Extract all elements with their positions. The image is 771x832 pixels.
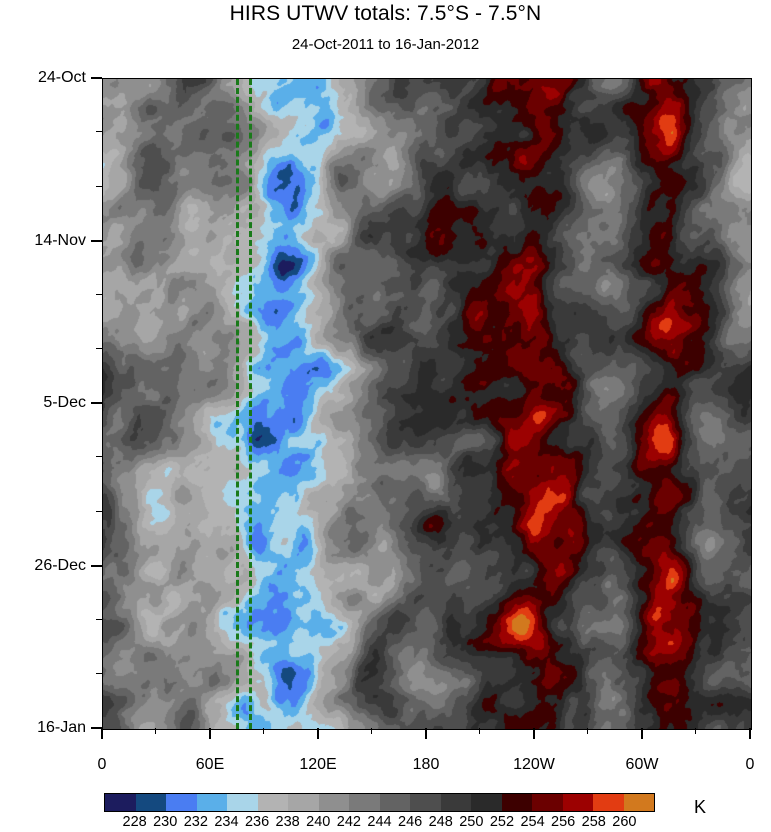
colorbar-swatch: [379, 794, 410, 811]
colorbar-swatch: [227, 794, 258, 811]
x-tick-label: 0: [97, 756, 107, 773]
y-tick-label: 5-Dec: [43, 394, 86, 411]
colorbar-tick-label: 234: [214, 814, 239, 830]
colorbar-swatch: [288, 794, 319, 811]
x-tick-label: 60W: [625, 756, 659, 773]
colorbar-tick-label: 242: [336, 814, 361, 830]
colorbar-swatch: [257, 794, 288, 811]
colorbar-swatch: [349, 794, 380, 811]
contour-field: [103, 79, 751, 729]
colorbar-swatch: [410, 794, 441, 811]
y-tick-minor: [96, 456, 102, 458]
colorbar-swatch: [562, 794, 593, 811]
y-tick-minor: [96, 293, 102, 295]
colorbar-swatch: [623, 794, 654, 811]
y-tick-major: [91, 402, 102, 404]
colorbar-tick-label: 228: [122, 814, 147, 830]
y-tick-label: 24-Oct: [37, 69, 86, 86]
x-tick-minor: [371, 728, 373, 734]
y-tick-major: [91, 239, 102, 242]
colorbar-tick-label: 252: [489, 814, 515, 830]
x-tick-major: [425, 728, 427, 739]
x-tick-major: [749, 728, 751, 739]
x-tick-label: 120W: [513, 756, 555, 773]
colorbar-tick-label: 240: [306, 814, 331, 830]
hovmoller-plot-area: [102, 78, 752, 730]
colorbar-swatch: [166, 794, 197, 811]
colorbar-swatch: [471, 794, 502, 811]
colorbar-tick-label: 230: [153, 814, 178, 830]
colorbar: [104, 793, 655, 812]
page-title: HIRS UTWV totals: 7.5°S - 7.5°N: [229, 2, 542, 25]
y-tick-minor: [96, 673, 102, 675]
colorbar-tick-label: 260: [612, 814, 637, 830]
colorbar-tick-label: 238: [275, 814, 300, 830]
x-tick-minor: [587, 728, 589, 734]
x-tick-minor: [479, 728, 481, 734]
x-tick-label: 180: [412, 756, 440, 773]
y-tick-label: 16-Jan: [37, 719, 86, 736]
x-tick-major: [209, 728, 211, 739]
x-tick-major: [533, 728, 535, 739]
colorbar-swatch: [593, 794, 624, 811]
colorbar-tick-labels: 228 230 232 234 236 238 240 242 244 246 248 250 252 2…: [0, 814, 771, 832]
y-tick-minor: [96, 618, 102, 620]
y-axis-labels: 24-Oct 14-Nov 5-Dec 26-Dec 16-Jan: [0, 0, 86, 830]
y-tick-minor: [96, 185, 102, 187]
colorbar-unit-label: K: [694, 797, 707, 817]
y-tick-label: 14-Nov: [34, 231, 86, 249]
page-subtitle: 24-Oct-2011 to 16-Jan-2012: [291, 36, 480, 53]
x-tick-major: [641, 728, 643, 739]
colorbar-swatch: [105, 794, 136, 811]
x-tick-label: 120E: [299, 756, 337, 773]
x-tick-major: [317, 728, 319, 739]
x-tick-minor: [155, 728, 157, 734]
x-tick-label: 0: [745, 756, 755, 773]
colorbar-tick-label: 232: [183, 814, 208, 830]
colorbar-swatch: [135, 794, 166, 811]
y-tick-major: [91, 77, 102, 79]
reference-line: [236, 79, 240, 729]
colorbar-swatch: [532, 794, 563, 811]
x-tick-minor: [263, 728, 265, 734]
y-tick-major: [91, 727, 102, 729]
y-tick-major: [91, 564, 102, 567]
x-tick-major: [101, 728, 103, 739]
colorbar-tick-label: 236: [244, 814, 270, 830]
colorbar-tick-label: 250: [459, 814, 484, 830]
y-tick-minor: [96, 131, 102, 133]
colorbar-tick-label: 258: [581, 814, 606, 830]
y-tick-minor: [96, 510, 102, 512]
reference-line: [248, 79, 252, 729]
y-tick-label: 26-Dec: [34, 556, 86, 574]
x-tick-label: 60E: [195, 756, 225, 773]
colorbar-tick-label: 248: [428, 814, 453, 830]
colorbar-tick-label: 244: [367, 814, 392, 830]
x-tick-minor: [695, 728, 697, 734]
colorbar-swatch: [318, 794, 349, 811]
y-tick-minor: [96, 348, 102, 350]
colorbar-swatch: [501, 794, 532, 811]
colorbar-swatch: [440, 794, 471, 811]
colorbar-swatch: [196, 794, 227, 811]
colorbar-tick-label: 246: [398, 814, 423, 830]
colorbar-tick-label: 254: [520, 814, 545, 830]
colorbar-tick-label: 256: [551, 814, 576, 830]
